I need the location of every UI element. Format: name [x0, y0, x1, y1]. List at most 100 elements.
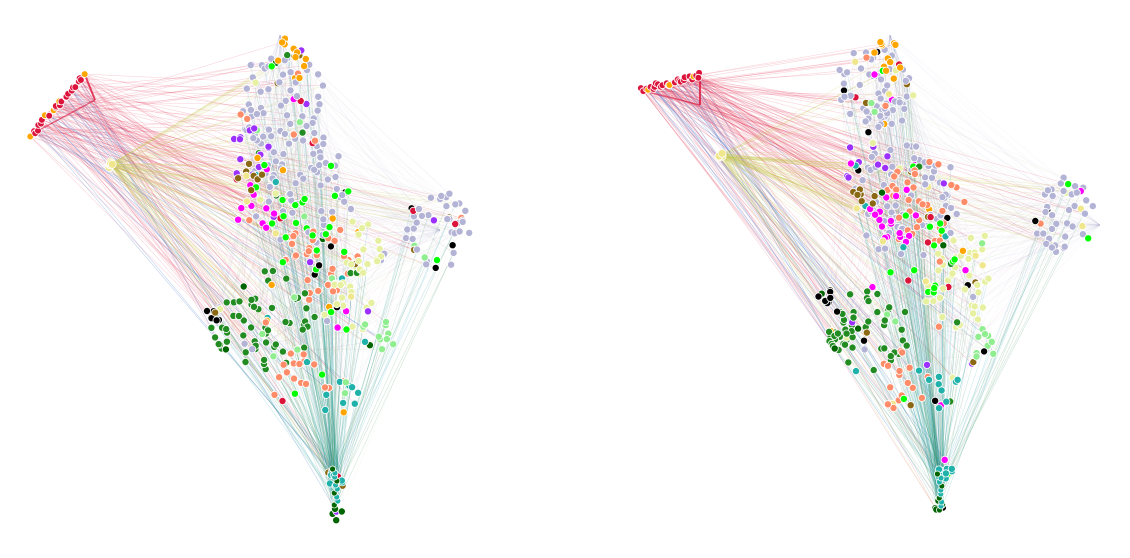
node [278, 195, 287, 204]
edge [330, 165, 454, 254]
edge [646, 88, 832, 345]
edge [240, 114, 287, 363]
node [1047, 224, 1056, 233]
node [283, 51, 292, 60]
edge [660, 86, 835, 337]
node [969, 292, 978, 301]
edge [698, 72, 915, 271]
node [275, 373, 284, 382]
node [978, 239, 987, 248]
node [207, 323, 216, 332]
node [898, 348, 907, 357]
edge [892, 166, 900, 371]
edge [332, 349, 383, 477]
edge [280, 105, 337, 504]
node [890, 172, 899, 181]
edge [299, 77, 447, 207]
edge [921, 225, 940, 495]
edge [238, 307, 273, 317]
node [1047, 243, 1056, 252]
edge [691, 79, 867, 236]
edge [286, 115, 337, 498]
edge [718, 155, 925, 163]
node [864, 297, 873, 306]
edge [945, 251, 1057, 479]
node [886, 58, 895, 67]
node [306, 258, 315, 267]
edge [721, 153, 858, 196]
edge [44, 115, 212, 319]
node [267, 132, 276, 141]
edge [65, 97, 295, 379]
edge [53, 109, 305, 200]
node [852, 204, 861, 213]
node [381, 317, 390, 326]
edge [41, 82, 296, 121]
edge [280, 218, 300, 365]
edge [314, 169, 428, 262]
edge [721, 155, 940, 478]
edge [926, 233, 1044, 366]
edge [250, 327, 333, 474]
node [461, 206, 470, 215]
edge [75, 85, 323, 88]
node [308, 231, 317, 240]
edge [956, 187, 1101, 226]
edge [720, 156, 949, 288]
edge [889, 34, 1064, 192]
edge [871, 59, 1053, 216]
edge [71, 90, 343, 481]
edge [314, 286, 351, 318]
node [451, 219, 460, 228]
node [896, 63, 905, 72]
edge [722, 152, 856, 190]
node [265, 182, 274, 191]
edge [49, 114, 274, 176]
node [881, 163, 890, 172]
edge [110, 83, 257, 166]
edge [110, 163, 343, 279]
edge [112, 163, 323, 236]
node [420, 253, 429, 262]
node [921, 180, 930, 189]
node [322, 390, 331, 399]
edge [643, 90, 1053, 216]
edge [657, 84, 899, 240]
node [235, 297, 244, 306]
edge [250, 109, 301, 175]
edge [61, 101, 272, 137]
node [925, 222, 934, 231]
edge [333, 204, 456, 495]
edge [662, 85, 839, 351]
edge [35, 132, 371, 346]
node [840, 92, 849, 101]
edge [887, 187, 914, 405]
edge [721, 153, 1081, 192]
edge [693, 76, 867, 112]
edge [314, 132, 418, 250]
node [337, 507, 346, 516]
edge [858, 284, 978, 329]
node [278, 396, 287, 405]
node [291, 251, 300, 260]
edge [718, 155, 941, 216]
node [359, 268, 368, 277]
node [363, 260, 372, 269]
edge [874, 153, 939, 509]
edge [260, 199, 306, 294]
edge [643, 90, 902, 352]
edge [296, 203, 388, 340]
edge [721, 153, 888, 157]
edge [256, 113, 292, 201]
node [859, 336, 868, 345]
edge [313, 153, 334, 492]
node [286, 68, 295, 77]
edge [272, 178, 441, 231]
edge [877, 216, 938, 492]
edge [257, 171, 383, 350]
edge [334, 257, 425, 478]
edge [245, 140, 304, 363]
edge [666, 83, 894, 409]
node [987, 337, 996, 346]
edge [112, 125, 307, 165]
